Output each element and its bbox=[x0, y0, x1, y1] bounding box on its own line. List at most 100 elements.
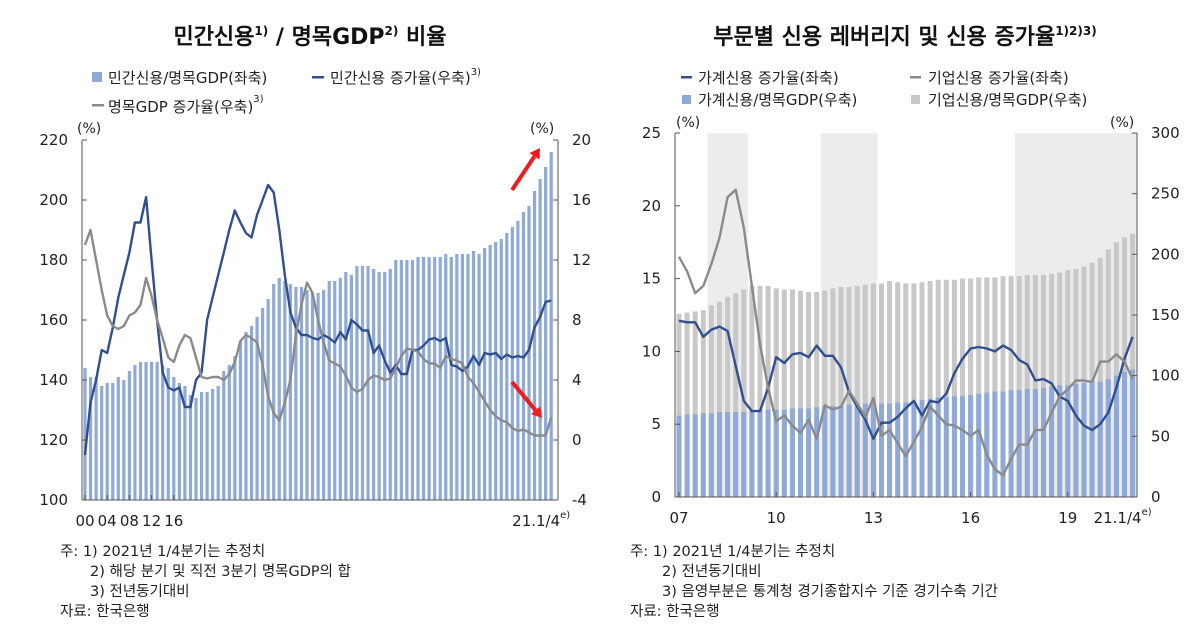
bar bbox=[757, 285, 763, 497]
bar bbox=[1008, 276, 1014, 497]
chart-sector-leverage: 부문별 신용 레버리지 및 신용 증가율1)2)3) 가계신용 증가율(좌축) … bbox=[642, 24, 1180, 527]
bar bbox=[327, 281, 331, 500]
bar bbox=[919, 282, 925, 497]
bar bbox=[405, 260, 409, 500]
bar bbox=[1105, 249, 1111, 497]
note: 3) 전년동기대비 bbox=[90, 583, 190, 600]
series-line bbox=[678, 319, 1134, 440]
bar bbox=[741, 289, 747, 497]
bar bbox=[822, 406, 828, 497]
y-tick-label-left: 10 bbox=[642, 342, 661, 360]
note: 3) 음영부분은 통계청 경기종합지수 기준 경기수축 기간 bbox=[662, 583, 998, 600]
bar bbox=[421, 257, 426, 500]
bar bbox=[717, 301, 722, 497]
bar bbox=[927, 398, 933, 497]
bar bbox=[244, 332, 248, 500]
bar bbox=[773, 409, 779, 497]
y-tick-label-left: 140 bbox=[39, 371, 68, 389]
bar bbox=[410, 260, 415, 500]
bar bbox=[1122, 372, 1127, 497]
bar bbox=[249, 326, 254, 500]
bar bbox=[733, 412, 739, 497]
arrow-shaft bbox=[510, 155, 537, 192]
bar bbox=[444, 254, 448, 500]
bar bbox=[105, 383, 109, 500]
bar bbox=[1057, 272, 1063, 497]
bar bbox=[968, 395, 974, 497]
bar bbox=[1065, 385, 1071, 497]
legend-swatch-line bbox=[312, 76, 324, 79]
bar bbox=[483, 248, 487, 500]
bar bbox=[161, 365, 165, 500]
x-tick-label: 10 bbox=[767, 509, 786, 527]
chart-title: 부문별 신용 레버리지 및 신용 증가율1)2)3) bbox=[713, 24, 1096, 50]
bar bbox=[1089, 381, 1095, 497]
note: 2) 해당 분기 및 직전 3분기 명목GDP의 합 bbox=[90, 563, 351, 580]
bar bbox=[460, 254, 464, 500]
bar bbox=[951, 396, 957, 497]
bar bbox=[499, 239, 503, 500]
bar bbox=[943, 397, 949, 497]
y-tick-label-left: 220 bbox=[39, 131, 68, 149]
series-line bbox=[677, 188, 1134, 477]
bar bbox=[984, 277, 990, 497]
bar bbox=[322, 290, 326, 500]
y-tick-label-right: 50 bbox=[1151, 427, 1170, 445]
bar bbox=[887, 403, 893, 497]
bar bbox=[544, 167, 548, 500]
bar bbox=[960, 278, 965, 497]
bar bbox=[960, 396, 965, 497]
bar bbox=[333, 281, 337, 500]
x-tick-label: 21.1/4e) bbox=[1094, 507, 1152, 527]
bar bbox=[903, 283, 909, 497]
bar bbox=[749, 410, 755, 497]
bar bbox=[1122, 237, 1127, 497]
note: 2) 전년동기대비 bbox=[662, 563, 762, 580]
y-tick-label-left: 100 bbox=[39, 491, 68, 509]
bar bbox=[692, 414, 698, 497]
bar bbox=[976, 393, 982, 497]
bar bbox=[725, 412, 731, 497]
bar bbox=[88, 377, 93, 500]
bar bbox=[111, 383, 115, 500]
y-tick-label-right: 12 bbox=[572, 251, 591, 269]
bar bbox=[854, 403, 860, 497]
bar bbox=[976, 277, 982, 497]
bar bbox=[1032, 274, 1038, 497]
bar bbox=[100, 386, 104, 500]
bar bbox=[211, 389, 215, 500]
source: 자료: 한국은행 bbox=[60, 603, 150, 620]
x-tick-label: 07 bbox=[669, 509, 688, 527]
bar bbox=[338, 278, 342, 500]
legend-swatch-line bbox=[681, 76, 692, 79]
x-tick-label: 16 bbox=[164, 512, 183, 530]
bar bbox=[692, 311, 698, 497]
bar bbox=[172, 377, 176, 500]
y-tick-label-left: 25 bbox=[642, 124, 661, 142]
legend-label: 기업신용/명목GDP(우축) bbox=[928, 91, 1087, 109]
series-line bbox=[83, 228, 553, 437]
bar bbox=[862, 403, 868, 497]
bar bbox=[684, 312, 690, 497]
bar bbox=[992, 277, 998, 497]
right-axis-unit: (%) bbox=[1110, 115, 1134, 131]
legend-label: 민간신용/명목GDP(좌축) bbox=[108, 69, 267, 87]
bar bbox=[781, 409, 787, 497]
legend-label: 가계신용/명목GDP(우축) bbox=[698, 91, 857, 109]
arrow-shaft bbox=[510, 380, 538, 412]
x-tick-label: 00 bbox=[75, 512, 94, 530]
bar bbox=[1024, 274, 1030, 497]
bar bbox=[183, 386, 187, 500]
left-axis-unit: (%) bbox=[77, 121, 101, 137]
bar bbox=[155, 362, 159, 500]
legend-swatch-bar bbox=[911, 95, 920, 104]
y-tick-label-left: 200 bbox=[39, 191, 68, 209]
bar bbox=[1057, 385, 1063, 497]
bar bbox=[838, 287, 844, 497]
bar bbox=[854, 285, 860, 497]
bar bbox=[532, 191, 537, 500]
y-tick-label-right: 0 bbox=[572, 431, 582, 449]
bar bbox=[935, 279, 941, 497]
bar bbox=[144, 362, 148, 500]
bar bbox=[516, 221, 520, 500]
